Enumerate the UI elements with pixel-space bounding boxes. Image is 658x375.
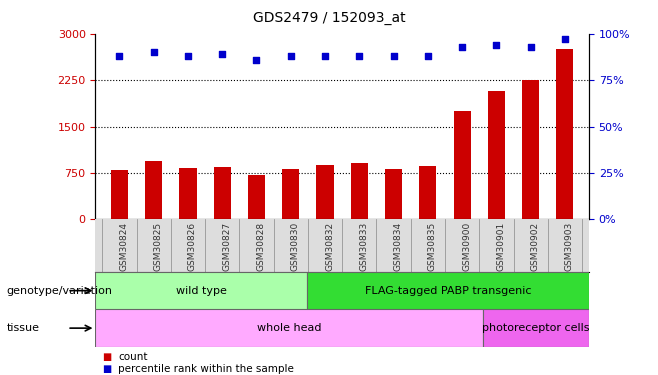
Text: GSM30833: GSM30833 <box>359 222 368 271</box>
Point <box>114 53 124 59</box>
Text: GSM30834: GSM30834 <box>393 222 403 271</box>
Point <box>422 53 433 59</box>
Bar <box>522 80 539 219</box>
Bar <box>453 111 470 219</box>
Point <box>388 53 399 59</box>
Text: ■: ■ <box>102 364 111 374</box>
Text: GSM30901: GSM30901 <box>496 222 505 271</box>
Bar <box>385 169 402 219</box>
Bar <box>419 166 436 219</box>
Text: count: count <box>118 352 148 362</box>
Point <box>286 53 296 59</box>
Point <box>183 53 193 59</box>
Bar <box>307 272 589 309</box>
Text: tissue: tissue <box>7 323 39 333</box>
Point <box>457 44 467 50</box>
Text: percentile rank within the sample: percentile rank within the sample <box>118 364 294 374</box>
Point <box>217 51 228 57</box>
Text: GSM30902: GSM30902 <box>530 222 540 271</box>
Text: photoreceptor cells: photoreceptor cells <box>482 323 590 333</box>
Text: GSM30828: GSM30828 <box>257 222 265 271</box>
Bar <box>214 167 231 219</box>
Bar <box>95 272 307 309</box>
Point <box>491 42 501 48</box>
Bar <box>282 169 299 219</box>
Point <box>149 50 159 55</box>
Text: ■: ■ <box>102 352 111 362</box>
Point <box>354 53 365 59</box>
Text: wild type: wild type <box>176 286 226 296</box>
Point <box>320 53 330 59</box>
Text: GSM30826: GSM30826 <box>188 222 197 271</box>
Point <box>251 57 262 63</box>
Bar <box>488 91 505 219</box>
Text: GSM30825: GSM30825 <box>154 222 163 271</box>
Bar <box>145 160 163 219</box>
Text: GSM30900: GSM30900 <box>462 222 471 271</box>
Text: GDS2479 / 152093_at: GDS2479 / 152093_at <box>253 11 405 25</box>
Point <box>525 44 536 50</box>
Bar <box>557 49 574 219</box>
Bar <box>95 309 483 347</box>
Text: genotype/variation: genotype/variation <box>7 286 113 296</box>
Text: GSM30835: GSM30835 <box>428 222 437 271</box>
Text: GSM30903: GSM30903 <box>565 222 574 271</box>
Text: GSM30824: GSM30824 <box>119 222 128 271</box>
Bar <box>248 175 265 219</box>
Text: GSM30830: GSM30830 <box>291 222 300 271</box>
Bar <box>351 163 368 219</box>
Bar <box>316 165 334 219</box>
Text: whole head: whole head <box>257 323 322 333</box>
Point <box>560 36 570 42</box>
Bar <box>180 168 197 219</box>
Bar <box>483 309 589 347</box>
Text: GSM30832: GSM30832 <box>325 222 334 271</box>
Text: GSM30827: GSM30827 <box>222 222 231 271</box>
Bar <box>111 170 128 219</box>
Text: FLAG-tagged PABP transgenic: FLAG-tagged PABP transgenic <box>365 286 531 296</box>
